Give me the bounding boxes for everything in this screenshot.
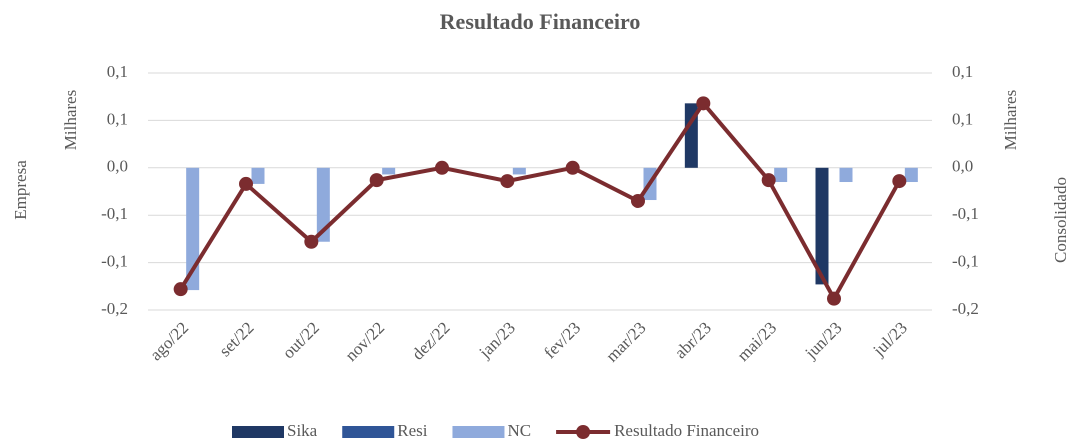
legend-swatch [342,426,395,438]
y2-tick-label: -0,1 [952,252,979,271]
y-axis-unit: Milhares [61,90,80,150]
bar [251,167,265,184]
x-tick-label: mar/23 [602,318,649,365]
x-tick-label: jul/23 [869,318,911,360]
line-point [173,282,188,297]
bar [512,167,526,175]
y2-tick-label: 0,0 [952,157,973,176]
x-tick-label: jan/23 [475,318,519,362]
legend-swatch [232,426,284,438]
line-point [696,96,711,111]
legend-label: Resi [397,421,428,440]
y-axis-label: Empresa [11,160,30,220]
y-tick-label: 0,0 [107,157,128,176]
y-tick-label: -0,1 [101,204,128,223]
line-point [827,291,841,306]
x-tick-label: ago/22 [146,318,192,364]
x-tick-label: set/22 [215,318,257,360]
line-point [892,174,907,189]
line-point [304,234,319,249]
y2-tick-label: -0,2 [952,299,979,318]
bar [382,167,396,175]
y2-tick-label: -0,1 [952,204,979,223]
y-tick-label: 0,1 [107,62,128,81]
line-point [369,173,384,188]
line [178,100,902,303]
bar [839,167,853,183]
x-tick-label: dez/22 [408,318,453,363]
bar [815,167,829,285]
x-tick-label: abr/23 [671,318,715,362]
y-tick-label: -0,2 [101,299,128,318]
legend-label: NC [507,421,531,440]
legend-swatch [452,426,505,438]
line-point [565,160,580,175]
x-tick-label: fev/23 [540,318,584,362]
y2-axis-label: Consolidado [1051,177,1070,263]
y2-tick-label: 0,1 [952,62,973,81]
legend-label: Resultado Financeiro [614,421,759,440]
line-point [761,173,776,188]
y2-tick-label: 0,1 [952,109,973,128]
bar [904,167,918,183]
bar [774,167,788,183]
y-tick-label: -0,1 [101,252,128,271]
bar [186,167,200,291]
chart-title: Resultado Financeiro [440,9,641,34]
legend-swatch [576,425,591,439]
line-point [500,174,515,189]
legend-label: Sika [287,421,318,440]
y2-axis-unit: Milhares [1001,90,1020,150]
line-point [631,193,645,208]
x-tick-label: nov/22 [341,318,388,365]
line-point [435,160,449,175]
bar [316,167,330,242]
x-tick-label: out/22 [279,318,323,362]
line-point [239,176,253,191]
x-tick-label: jun/23 [801,318,846,363]
x-tick-label: mai/23 [733,318,780,365]
y-tick-label: 0,1 [107,109,128,128]
